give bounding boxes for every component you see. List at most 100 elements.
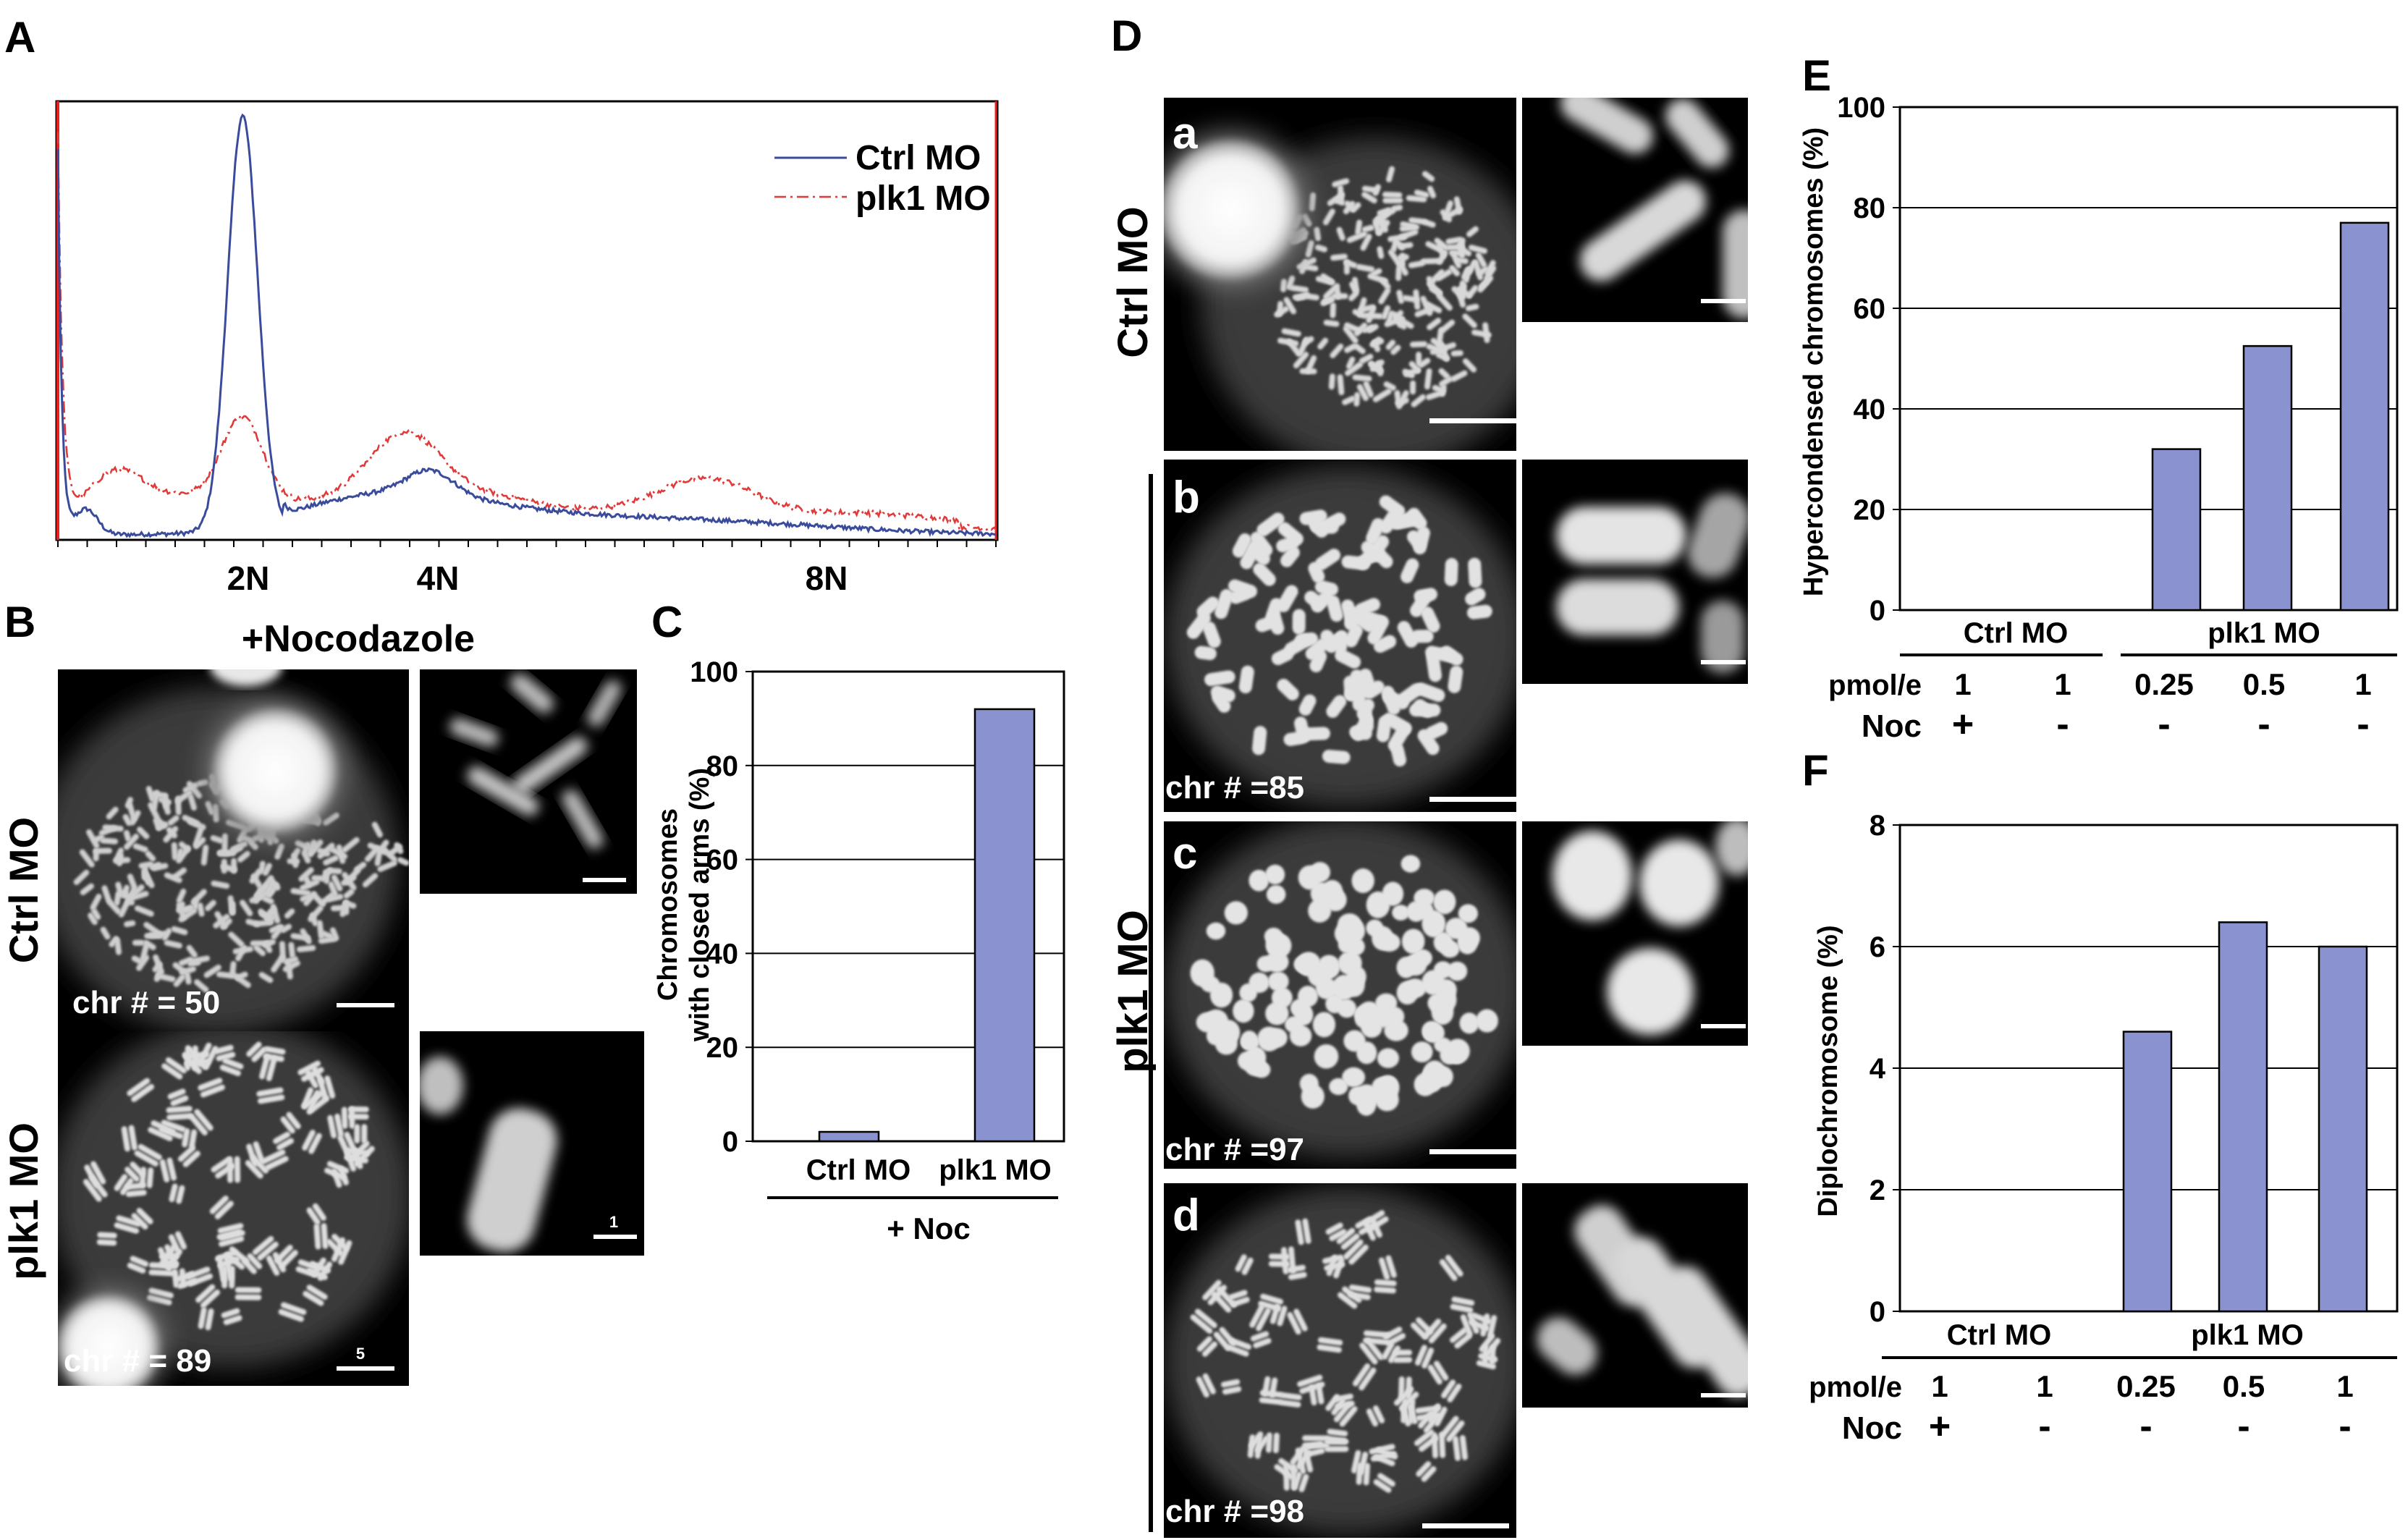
chromosome (1267, 971, 1289, 991)
histogram-x-ticks (57, 540, 997, 547)
chromosome (1387, 724, 1410, 752)
chromosome (1296, 257, 1317, 270)
chromosome (1445, 1254, 1463, 1277)
chromosome (341, 837, 360, 853)
y-axis-label: with closed arms (%) (685, 768, 715, 1042)
chromosome (1449, 265, 1461, 276)
cell-cytoplasm (58, 1031, 409, 1368)
chromosome (127, 803, 137, 821)
group-label-plk1-mo: plk1 MO (2208, 617, 2320, 649)
chromosome (1299, 1382, 1325, 1395)
chromosome (1287, 1264, 1306, 1273)
chromosome (1456, 287, 1472, 298)
interphase-nucleus (214, 709, 337, 832)
chromosome (1340, 1233, 1360, 1250)
chromosome (90, 893, 102, 911)
chromosome (159, 1126, 184, 1139)
chromosome (102, 824, 124, 832)
chromosome (1202, 621, 1221, 648)
chromosome (235, 1294, 262, 1300)
chromosome (1375, 993, 1398, 1013)
chromosome (323, 812, 339, 826)
chromosome (136, 1208, 153, 1224)
chromosome (1465, 303, 1479, 312)
micrograph-zoom-plk1-mo (420, 1031, 644, 1256)
chromosome (174, 1231, 187, 1250)
chromosome (1267, 933, 1292, 958)
chromosome (1251, 726, 1267, 756)
chromosome (1348, 1285, 1372, 1293)
chromosome (200, 1084, 225, 1098)
chromosome (317, 1077, 329, 1101)
chromosome (1401, 855, 1421, 873)
chromosome-zoom (449, 718, 499, 747)
chromosome (1382, 197, 1403, 204)
chromosome (273, 1131, 291, 1144)
chromosome (1190, 1314, 1213, 1334)
chromosome (1250, 531, 1273, 557)
chromosome (96, 1239, 117, 1246)
chromosome (1344, 343, 1357, 353)
chromosome-zoom (467, 766, 539, 816)
chromosome (265, 881, 275, 897)
chromosome (1328, 373, 1335, 390)
chromosome (184, 971, 192, 985)
chromosome (1417, 729, 1440, 756)
chromosome-zoom (1639, 839, 1719, 926)
micrograph-a (1164, 98, 1516, 451)
chromosome (1330, 343, 1344, 358)
chromosome (347, 1113, 369, 1120)
group-label-plk1-mo: plk1 MO (2191, 1319, 2304, 1351)
chromosome-zoom (1556, 507, 1686, 564)
chromosome (1380, 278, 1391, 290)
chromosome (1339, 1405, 1358, 1427)
chromosome (1381, 305, 1391, 320)
micrograph-content (1165, 821, 1516, 1158)
chromosome (189, 955, 211, 965)
plot-frame (1898, 106, 2399, 612)
chromosome (1277, 1306, 1288, 1327)
chromosome (1325, 994, 1344, 1014)
chromosome (258, 972, 274, 983)
chromosome (354, 861, 367, 873)
y-tick-label: 100 (1837, 92, 1885, 124)
chromosome (1220, 1379, 1241, 1388)
scale-bar (1701, 1024, 1746, 1028)
chromosome (1257, 1026, 1281, 1052)
chromosome (1450, 1327, 1468, 1343)
chromosome (1298, 694, 1317, 716)
chromosome (297, 1060, 321, 1075)
chromosome (1330, 253, 1348, 261)
chromosome (1374, 1279, 1397, 1287)
chromosome (125, 1189, 147, 1197)
chromosome (1438, 368, 1450, 379)
chromosome-zoom (512, 737, 588, 795)
chromosome-zoom (420, 1057, 463, 1114)
chromosome (1202, 1279, 1222, 1300)
chromosome (215, 1249, 237, 1262)
chromosome (1389, 512, 1417, 530)
y-tick-label: 0 (722, 1126, 738, 1158)
chromosome (1468, 245, 1488, 254)
chromosome (1433, 931, 1453, 953)
chromosome (1427, 185, 1437, 199)
chromosome (84, 1164, 100, 1188)
chromosome (173, 974, 186, 987)
chromosome (311, 875, 324, 881)
chromosome (93, 847, 112, 854)
chromosome (1436, 293, 1453, 311)
chromosome (1366, 1408, 1379, 1427)
chromosome (1194, 1308, 1217, 1329)
chromosome (362, 873, 379, 888)
panel-letter-a: A (4, 13, 35, 62)
micrograph-content (1537, 1205, 1748, 1397)
chromosome (210, 834, 224, 844)
chromosome (1325, 1222, 1343, 1235)
chromosome (1337, 374, 1345, 396)
chromosome (1315, 276, 1335, 286)
chromosome (1276, 300, 1284, 317)
chromosome (371, 821, 383, 838)
chromosome (292, 847, 301, 859)
